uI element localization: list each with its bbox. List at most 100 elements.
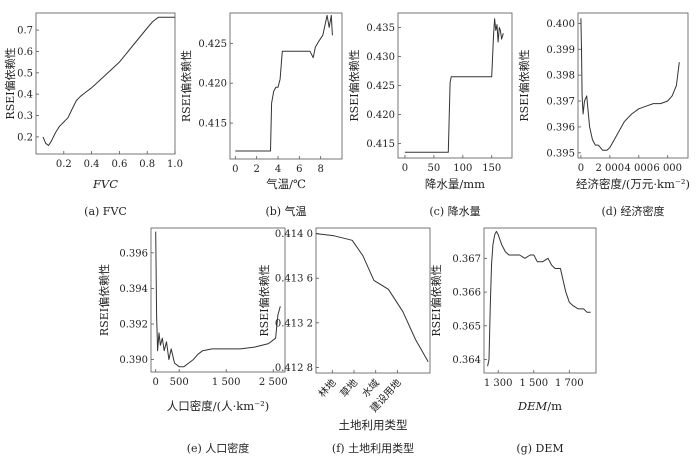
y-tick-label: 0.414 0: [275, 229, 313, 240]
x-tick-label: 1 500: [519, 378, 548, 389]
x-tick-label: 4 000: [624, 163, 653, 174]
dependence-curve: [404, 18, 504, 153]
x-axis-label: DEM/m: [517, 399, 562, 413]
y-tick-label: 0.415: [366, 139, 395, 150]
y-axis-label: RSEI偏依赖性: [429, 264, 443, 336]
subplot-caption: (b) 气温: [265, 204, 306, 218]
x-tick-label: 2 500: [259, 377, 288, 388]
y-tick-label: 0.395: [546, 148, 575, 159]
dependence-curve: [315, 233, 429, 363]
dependence-curve: [235, 14, 333, 152]
x-tick-label: 100: [453, 163, 472, 174]
x-axis-label: 经济密度/(万元·km⁻²): [576, 177, 690, 191]
y-axis-label: RSEI偏依赖性: [517, 49, 531, 121]
y-tick-label: 0.397: [546, 97, 575, 108]
y-tick-label: 0.4: [17, 90, 33, 101]
y-tick-label: 0.435: [366, 23, 395, 34]
x-category-label: 林地: [315, 376, 338, 400]
y-axis-label: RSEI偏依赖性: [179, 50, 193, 122]
x-tick-label: 8: [317, 164, 323, 175]
y-tick-label: 0.365: [452, 321, 481, 332]
plot-frame: [397, 12, 513, 159]
x-tick-label: 6 000: [653, 163, 682, 174]
y-tick-label: 0.425: [366, 81, 395, 92]
subplot-f: 0.412 80.413 20.413 60.414 0林地 草地 水域建设用地RS…: [257, 227, 431, 455]
y-tick-label: 0.398: [546, 71, 575, 82]
y-tick-label: 0.430: [366, 52, 395, 63]
subplot-a: 0.2 0.3 0.4 0.5 0.6 0.7 0.2 0.4 0.6 0.8 1.0 RSEI偏依赖…: [3, 12, 183, 218]
plot-frame: [483, 227, 597, 374]
y-tick-label: 0.413 6: [275, 274, 313, 285]
y-tick-label: 0.420: [366, 110, 395, 121]
subplot-caption: (g) DEM: [516, 442, 563, 455]
y-tick-label: 0.7: [17, 26, 33, 37]
y-tick-label: 0.367: [452, 254, 481, 265]
y-tick-label: 0.364: [452, 355, 481, 366]
y-tick-label: 0.6: [17, 47, 33, 58]
subplot-caption: (f) 土地利用类型: [332, 441, 414, 455]
subplot-e: 0.390 0.392 0.394 0.396 0 500 1 500 2 500 RSEI偏依…: [97, 227, 288, 455]
x-category-label: 草地: [337, 376, 360, 400]
y-axis-label: RSEI偏依赖性: [97, 264, 111, 336]
y-tick-label: 0.396: [119, 248, 148, 259]
y-tick-label: 0.366: [452, 288, 481, 299]
x-axis-label: 人口密度/(人·km⁻²): [167, 399, 270, 413]
plot-frame: [150, 227, 286, 373]
x-axis-label: 土地利用类型: [339, 418, 408, 432]
x-tick-label: 0: [232, 164, 238, 175]
plot-frame: [577, 12, 689, 159]
y-tick-label: 0.412 8: [275, 363, 313, 374]
subplot-caption: (a) FVC: [84, 205, 127, 218]
y-tick-label: 0.5: [17, 68, 33, 79]
plot-frame: [229, 12, 343, 160]
x-axis-label: 降水量/mm: [425, 177, 485, 191]
x-tick-label: 0: [402, 163, 408, 174]
subplot-d: 0.395 0.396 0.397 0.398 0.399 0.400 0 2 000 4 00…: [517, 12, 690, 218]
x-tick-label: 1 500: [212, 377, 241, 388]
y-tick-label: 0.399: [546, 45, 575, 56]
y-tick-label: 0.413 2: [275, 318, 313, 329]
x-tick-label: 2: [253, 164, 259, 175]
x-axis-label: FVC: [92, 177, 118, 191]
subplot-caption: (e) 人口密度: [187, 441, 250, 455]
x-tick-label: 0: [153, 377, 159, 388]
x-tick-label: 0.2: [56, 159, 72, 170]
y-tick-label: 0.396: [546, 122, 575, 133]
dependence-curve: [487, 230, 591, 367]
subplot-caption: (c) 降水量: [429, 204, 480, 218]
x-tick-label: 500: [170, 377, 189, 388]
y-tick-label: 0.394: [119, 284, 148, 295]
x-tick-label: 0: [578, 163, 584, 174]
y-axis-label: RSEI偏依赖性: [3, 47, 17, 119]
y-tick-label: 0.415: [198, 119, 227, 130]
x-tick-label: 0.4: [84, 159, 100, 170]
y-tick-label: 0.425: [198, 39, 227, 50]
x-tick-label: 1 700: [555, 378, 584, 389]
y-tick-label: 0.400: [546, 19, 575, 30]
y-axis-label: RSEI偏依赖性: [347, 49, 361, 121]
y-tick-label: 0.420: [198, 79, 227, 90]
y-tick-label: 0.2: [17, 132, 33, 143]
y-tick-label: 0.390: [119, 355, 148, 366]
subplot-caption: (d) 经济密度: [601, 204, 664, 218]
x-tick-label: 1 300: [484, 378, 513, 389]
x-tick-label: 150: [482, 163, 501, 174]
x-tick-label: 2 000: [596, 163, 625, 174]
x-tick-label: 50: [428, 163, 441, 174]
x-axis-label: 气温/℃: [266, 177, 306, 191]
plot-frame: [35, 12, 176, 155]
x-tick-label: 0.8: [139, 159, 155, 170]
subplot-c: 0.415 0.420 0.425 0.430 0.435 0 50 100 150 RSEI偏依…: [347, 12, 513, 218]
dependence-curve: [42, 16, 175, 146]
y-tick-label: 0.392: [119, 320, 148, 331]
y-tick-label: 0.3: [17, 111, 33, 122]
x-tick-label: 1.0: [167, 159, 183, 170]
subplot-g: 0.364 0.365 0.366 0.367 1 300 1 500 1 700 RSEI偏…: [429, 227, 597, 455]
x-tick-label: 4: [275, 164, 281, 175]
x-tick-label: 6: [296, 164, 302, 175]
dependence-curve: [580, 18, 680, 151]
plot-frame: [315, 227, 431, 374]
dependence-curve: [155, 231, 281, 368]
